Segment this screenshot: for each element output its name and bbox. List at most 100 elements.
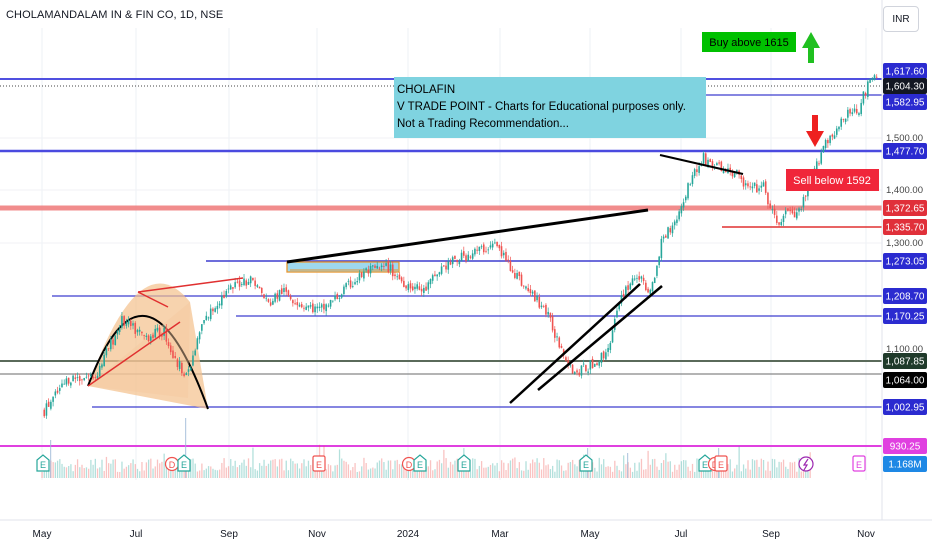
candle-body [376, 265, 379, 269]
y-tick-label: 1,400.00 [886, 185, 923, 196]
volume-bar [256, 470, 259, 478]
volume-bar [56, 460, 59, 478]
volume-bar [498, 471, 501, 478]
volume-bar [527, 469, 529, 478]
candle-body [855, 108, 858, 114]
candle-body [81, 379, 83, 381]
earnings-marker-icon [698, 454, 712, 472]
volume-bar [456, 458, 458, 478]
volume-bar [643, 469, 645, 478]
volume-bar [238, 465, 241, 478]
buy-label-box [702, 32, 796, 52]
volume-bar [114, 459, 116, 478]
volume-bar [150, 458, 152, 478]
volume-bar [556, 459, 558, 478]
price-badge-label: 1,477.70 [886, 147, 925, 158]
price-badge [883, 253, 927, 269]
volume-bar [354, 463, 356, 478]
y-tick-label: 1,100.00 [886, 344, 923, 355]
volume-bar [751, 459, 754, 478]
volume-bar [79, 467, 81, 478]
volume-bar [294, 463, 296, 478]
y-tick-label: 1,300.00 [886, 238, 923, 249]
candle-body [660, 238, 663, 259]
candle-body [747, 183, 749, 187]
volume-bar [569, 461, 572, 478]
volume-bar [90, 459, 92, 478]
volume-bar [552, 465, 554, 478]
candle-body [447, 261, 450, 270]
candle-body [680, 206, 683, 214]
volume-bar [310, 464, 312, 478]
cup-fill [88, 283, 208, 409]
candle-body [347, 280, 350, 282]
candle-body [733, 173, 736, 178]
volume-bar [509, 460, 512, 478]
volume-bar [143, 470, 145, 478]
volume-bar [285, 460, 287, 478]
volume-bar [480, 461, 483, 478]
candle-body [394, 274, 396, 277]
volume-bar [447, 467, 449, 478]
volume-bar [161, 461, 163, 478]
candle-body [724, 170, 727, 173]
volume-bar [749, 469, 751, 478]
volume-bar [245, 465, 247, 478]
price-badge [883, 288, 927, 304]
volume-bar [61, 463, 63, 478]
candle-body [505, 251, 507, 261]
candle-body [256, 285, 259, 287]
note-line: CHOLAFIN [397, 84, 455, 96]
price-badge-label: 1,170.25 [886, 312, 925, 323]
candle-body [491, 243, 494, 248]
volume-bar [394, 460, 396, 478]
volume-bar [709, 471, 711, 478]
volume-bar [554, 471, 556, 478]
volume-bar [214, 469, 216, 478]
candle-body [236, 281, 239, 283]
volume-bar [110, 463, 112, 478]
candle-body [685, 196, 687, 201]
volume-bar [702, 465, 705, 478]
volume-bar [598, 457, 600, 478]
candle-body [141, 331, 143, 334]
volume-bar [325, 469, 327, 478]
candle-body [851, 112, 854, 115]
volume-bar [754, 460, 756, 478]
volume-bar [212, 468, 214, 478]
candle-body [835, 128, 838, 135]
candle-body [98, 366, 101, 377]
candle-body [203, 320, 205, 324]
candle-body [605, 352, 607, 360]
volume-bar [332, 471, 334, 478]
candle-body [112, 339, 114, 345]
candle-body [798, 208, 800, 212]
candle-body [529, 289, 532, 294]
candle-body [722, 169, 725, 174]
candle-body [132, 323, 134, 326]
candle-body [669, 228, 672, 233]
volume-bar [252, 447, 254, 478]
volume-bar [108, 463, 110, 478]
candle-body [121, 316, 123, 328]
volume-bar [578, 460, 580, 478]
event-marker-letter: E [718, 460, 724, 470]
candle-body [56, 390, 59, 393]
volume-bar [474, 458, 476, 478]
candle-body [105, 348, 108, 356]
volume-bar [523, 470, 525, 478]
candle-body [92, 376, 94, 379]
volume-bar [374, 468, 376, 478]
red-trendline-drop [137, 291, 169, 308]
candle-body [875, 76, 878, 78]
volume-bar [134, 464, 136, 478]
volume-bar [185, 468, 187, 478]
currency-button[interactable]: INR [883, 6, 919, 32]
candle-body [101, 364, 103, 368]
volume-bar [658, 469, 660, 478]
volume-bar [647, 450, 649, 478]
candle-body [280, 288, 283, 294]
volume-bar [59, 459, 61, 478]
volume-bar [796, 471, 798, 478]
